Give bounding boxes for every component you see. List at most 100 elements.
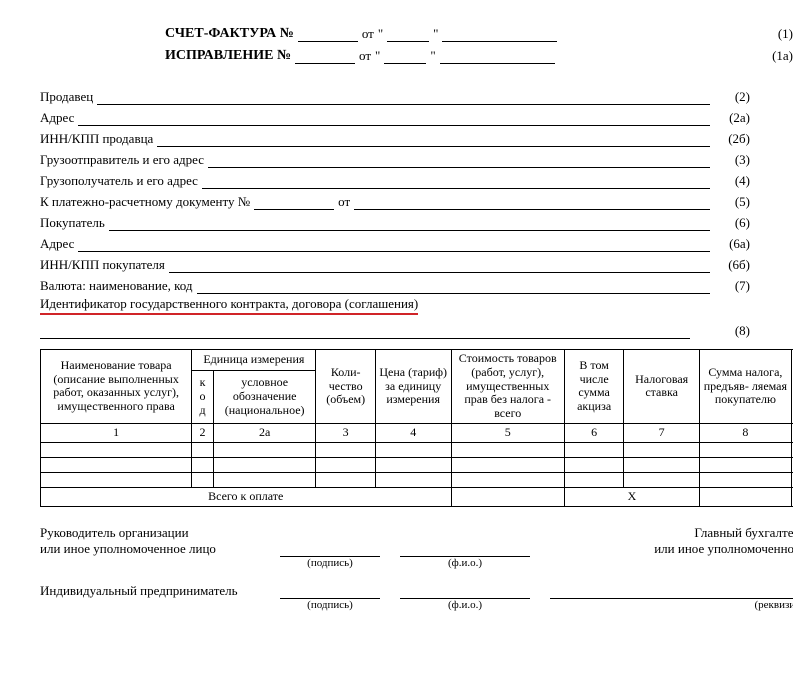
table-number-row: 1 2 2а 3 4 5 6 7 8 — [41, 423, 793, 442]
field-line[interactable] — [78, 110, 710, 126]
th-unit-name: условное обозначение (национальное) — [213, 371, 316, 424]
field-line[interactable] — [78, 236, 710, 252]
num-6: 6 — [564, 423, 623, 442]
invoice-day-blank[interactable] — [387, 26, 429, 42]
invoice-table: Наименование товара (описание выполненны… — [40, 349, 793, 507]
cap-rekv: (реквизит — [550, 599, 793, 611]
field-marker: (2б) — [710, 131, 750, 147]
th-taxsum: Сумма налога, предъяв- ляемая покупателю — [699, 350, 791, 424]
num-2: 2 — [192, 423, 214, 442]
total-label: Всего к оплате — [41, 487, 452, 506]
field-line[interactable] — [202, 173, 710, 189]
field-buyer: Покупатель (6) — [40, 210, 750, 231]
field-address: Адрес (2а) — [40, 105, 750, 126]
sign-line-rekv[interactable] — [550, 583, 793, 599]
field-buyer-address: Адрес (6а) — [40, 231, 750, 252]
field-currency: Валюта: наименование, код (7) — [40, 273, 750, 294]
quote-close-2: " — [430, 48, 435, 64]
field-line[interactable] — [197, 278, 710, 294]
field-marker: (4) — [710, 173, 750, 189]
field-line[interactable] — [169, 257, 710, 273]
field-marker: (6а) — [710, 236, 750, 252]
cap-sign-2: (подпись) — [280, 599, 380, 611]
total-col8 — [699, 487, 791, 506]
sign-ip-label: Индивидуальный предприниматель — [40, 583, 270, 599]
num-8: 8 — [699, 423, 791, 442]
sign-right-col: Главный бухгалтер или иное уполномоченно… — [654, 525, 793, 557]
sign-line-fio-1[interactable] — [400, 541, 530, 557]
field-marker: (3) — [710, 152, 750, 168]
sign-row-1: Руководитель организации или иное уполно… — [40, 525, 793, 557]
sign-line-signature-2[interactable] — [280, 583, 380, 599]
sign-caption-row-2: (подпись) (ф.и.о.) (реквизит — [40, 599, 793, 611]
correction-label: ИСПРАВЛЕНИЕ № — [165, 48, 291, 64]
th-cost: Стоимость товаров (работ, услуг), имущес… — [451, 350, 564, 424]
table-header-row-1: Наименование товара (описание выполненны… — [41, 350, 793, 371]
marker-8: (8) — [710, 323, 750, 339]
invoice-label: СЧЕТ-ФАКТУРА № — [165, 26, 294, 42]
table-row — [41, 442, 793, 457]
fields-block: Продавец (2) Адрес (2а) ИНН/КПП продавца… — [40, 84, 750, 339]
field-label: Адрес — [40, 110, 78, 126]
marker-1a: (1а) — [613, 48, 793, 64]
sign-right1: Главный бухгалтер — [654, 525, 793, 541]
sign-row-2: Индивидуальный предприниматель — [40, 583, 793, 599]
paydoc-num-line[interactable] — [254, 194, 334, 210]
field-marker: (2) — [710, 89, 750, 105]
invoice-month-blank[interactable] — [442, 26, 557, 42]
num-7: 7 — [624, 423, 700, 442]
field-marker: (7) — [710, 278, 750, 294]
paydoc-from: от — [334, 194, 354, 210]
correction-month-blank[interactable] — [440, 48, 555, 64]
field-line[interactable] — [157, 131, 710, 147]
field-label: Покупатель — [40, 215, 109, 231]
field-label: Грузополучатель и его адрес — [40, 173, 202, 189]
cap-sign-1: (подпись) — [280, 557, 380, 569]
num-2a: 2а — [213, 423, 316, 442]
correction-row: ИСПРАВЛЕНИЕ № от " " (1а) — [165, 42, 793, 64]
th-qty: Коли- чество (объем) — [316, 350, 375, 424]
correction-day-blank[interactable] — [384, 48, 426, 64]
field-line[interactable] — [97, 89, 710, 105]
marker-1: (1) — [613, 26, 793, 42]
field-marker: (5) — [710, 194, 750, 210]
table-row — [41, 457, 793, 472]
invoice-number-blank[interactable] — [298, 26, 358, 42]
sign-caption-row-1: (подпись) (ф.и.о.) — [40, 557, 793, 569]
th-code: к о д — [192, 371, 214, 424]
quote-open-2: " — [371, 48, 380, 64]
th-unit-group: Единица измерения — [192, 350, 316, 371]
header-block: СЧЕТ-ФАКТУРА № от " " (1) ИСПРАВЛЕНИЕ № … — [165, 20, 793, 64]
gov-contract-label: Идентификатор государственного контракта… — [40, 296, 418, 315]
quote-open-1: " — [374, 26, 383, 42]
table-row — [41, 472, 793, 487]
th-name: Наименование товара (описание выполненны… — [41, 350, 192, 424]
field-gov-contract: Идентификатор государственного контракта… — [40, 294, 750, 315]
field-seller: Продавец (2) — [40, 84, 750, 105]
field-label: Адрес — [40, 236, 78, 252]
num-1: 1 — [41, 423, 192, 442]
num-5: 5 — [451, 423, 564, 442]
num-3: 3 — [316, 423, 375, 442]
field-label: Валюта: наименование, код — [40, 278, 197, 294]
field-label: ИНН/КПП продавца — [40, 131, 157, 147]
correction-number-blank[interactable] — [295, 48, 355, 64]
th-price: Цена (тариф) за единицу измерения — [375, 350, 451, 424]
sign-right2: или иное уполномоченное — [654, 541, 793, 557]
sign-line-signature-1[interactable] — [280, 541, 380, 557]
num-4: 4 — [375, 423, 451, 442]
total-col5 — [451, 487, 564, 506]
field-8-line[interactable] — [40, 323, 690, 339]
field-marker: (6) — [710, 215, 750, 231]
sign-left1: Руководитель организации — [40, 525, 270, 541]
sign-line-fio-2[interactable] — [400, 583, 530, 599]
paydoc-date-line[interactable] — [354, 194, 710, 210]
invoice-number-row: СЧЕТ-ФАКТУРА № от " " (1) — [165, 20, 793, 42]
field-payment-doc: К платежно-расчетному документу № от (5) — [40, 189, 750, 210]
field-line[interactable] — [109, 215, 710, 231]
cap-fio-1: (ф.и.о.) — [400, 557, 530, 569]
field-label: Продавец — [40, 89, 97, 105]
field-line[interactable] — [208, 152, 710, 168]
field-label: К платежно-расчетному документу № — [40, 194, 254, 210]
cap-fio-2: (ф.и.о.) — [400, 599, 530, 611]
